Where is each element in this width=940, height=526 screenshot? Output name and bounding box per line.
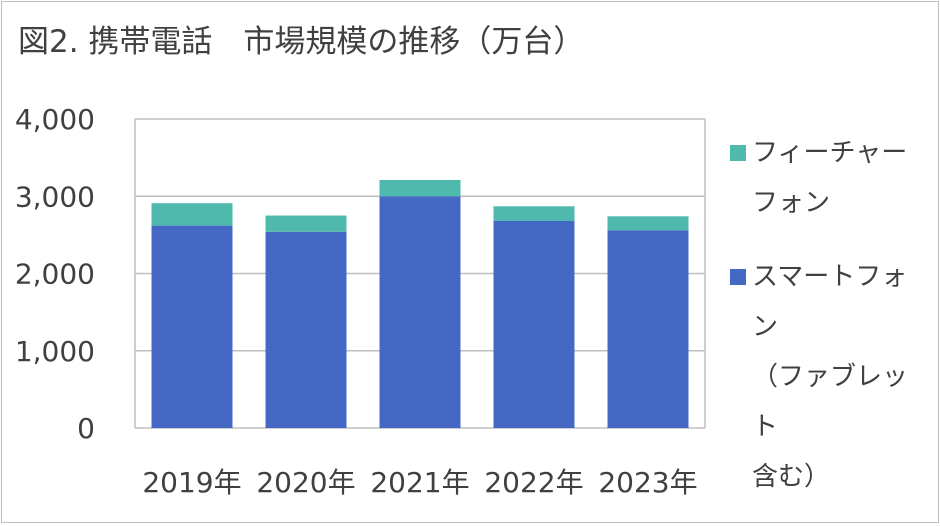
y-axis-ticks: 0 1,000 2,000 3,000 4,000 <box>15 103 95 445</box>
y-tick-label: 3,000 <box>15 180 95 213</box>
bar-feature-phone-2022年 <box>493 206 575 221</box>
legend: フィーチャー フォン スマートフォン （ファブレット 含む） <box>730 128 930 526</box>
x-tick-label: 2019年 <box>142 466 241 499</box>
x-tick-label: 2022年 <box>484 466 583 499</box>
legend-item-feature-phone: フィーチャー フォン <box>730 128 930 228</box>
bar-smartphone-2019年 <box>151 225 233 428</box>
y-tick-label: 1,000 <box>15 335 95 368</box>
bar-feature-phone-2020年 <box>265 215 347 232</box>
x-tick-label: 2023年 <box>598 466 697 499</box>
bar-feature-phone-2023年 <box>607 216 689 231</box>
y-tick-label: 0 <box>77 412 95 445</box>
legend-swatch-feature-phone <box>730 145 746 161</box>
legend-label-line: フォン <box>752 188 831 218</box>
bars <box>151 180 689 428</box>
legend-label-line: スマートフォン <box>752 262 908 342</box>
legend-label-line: （ファブレット <box>752 362 909 442</box>
y-tick-label: 4,000 <box>15 103 95 136</box>
bar-smartphone-2022年 <box>493 220 575 428</box>
chart-title: 図2. 携帯電話 市場規模の推移（万台） <box>18 24 585 60</box>
x-tick-label: 2020年 <box>256 466 355 499</box>
bar-smartphone-2023年 <box>607 230 689 428</box>
legend-swatch-smartphone <box>730 269 746 285</box>
bar-feature-phone-2021年 <box>379 180 461 197</box>
y-tick-label: 2,000 <box>15 258 95 291</box>
bar-smartphone-2021年 <box>379 196 461 428</box>
bar-feature-phone-2019年 <box>151 203 233 226</box>
bar-smartphone-2020年 <box>265 231 347 428</box>
legend-label-line: 含む） <box>752 462 831 492</box>
legend-label-line: フィーチャー <box>752 138 908 168</box>
x-tick-label: 2021年 <box>370 466 469 499</box>
x-axis-ticks: 2019年 2020年 2021年 2022年 2023年 <box>142 466 697 499</box>
legend-item-smartphone: スマートフォン （ファブレット 含む） <box>730 252 930 502</box>
